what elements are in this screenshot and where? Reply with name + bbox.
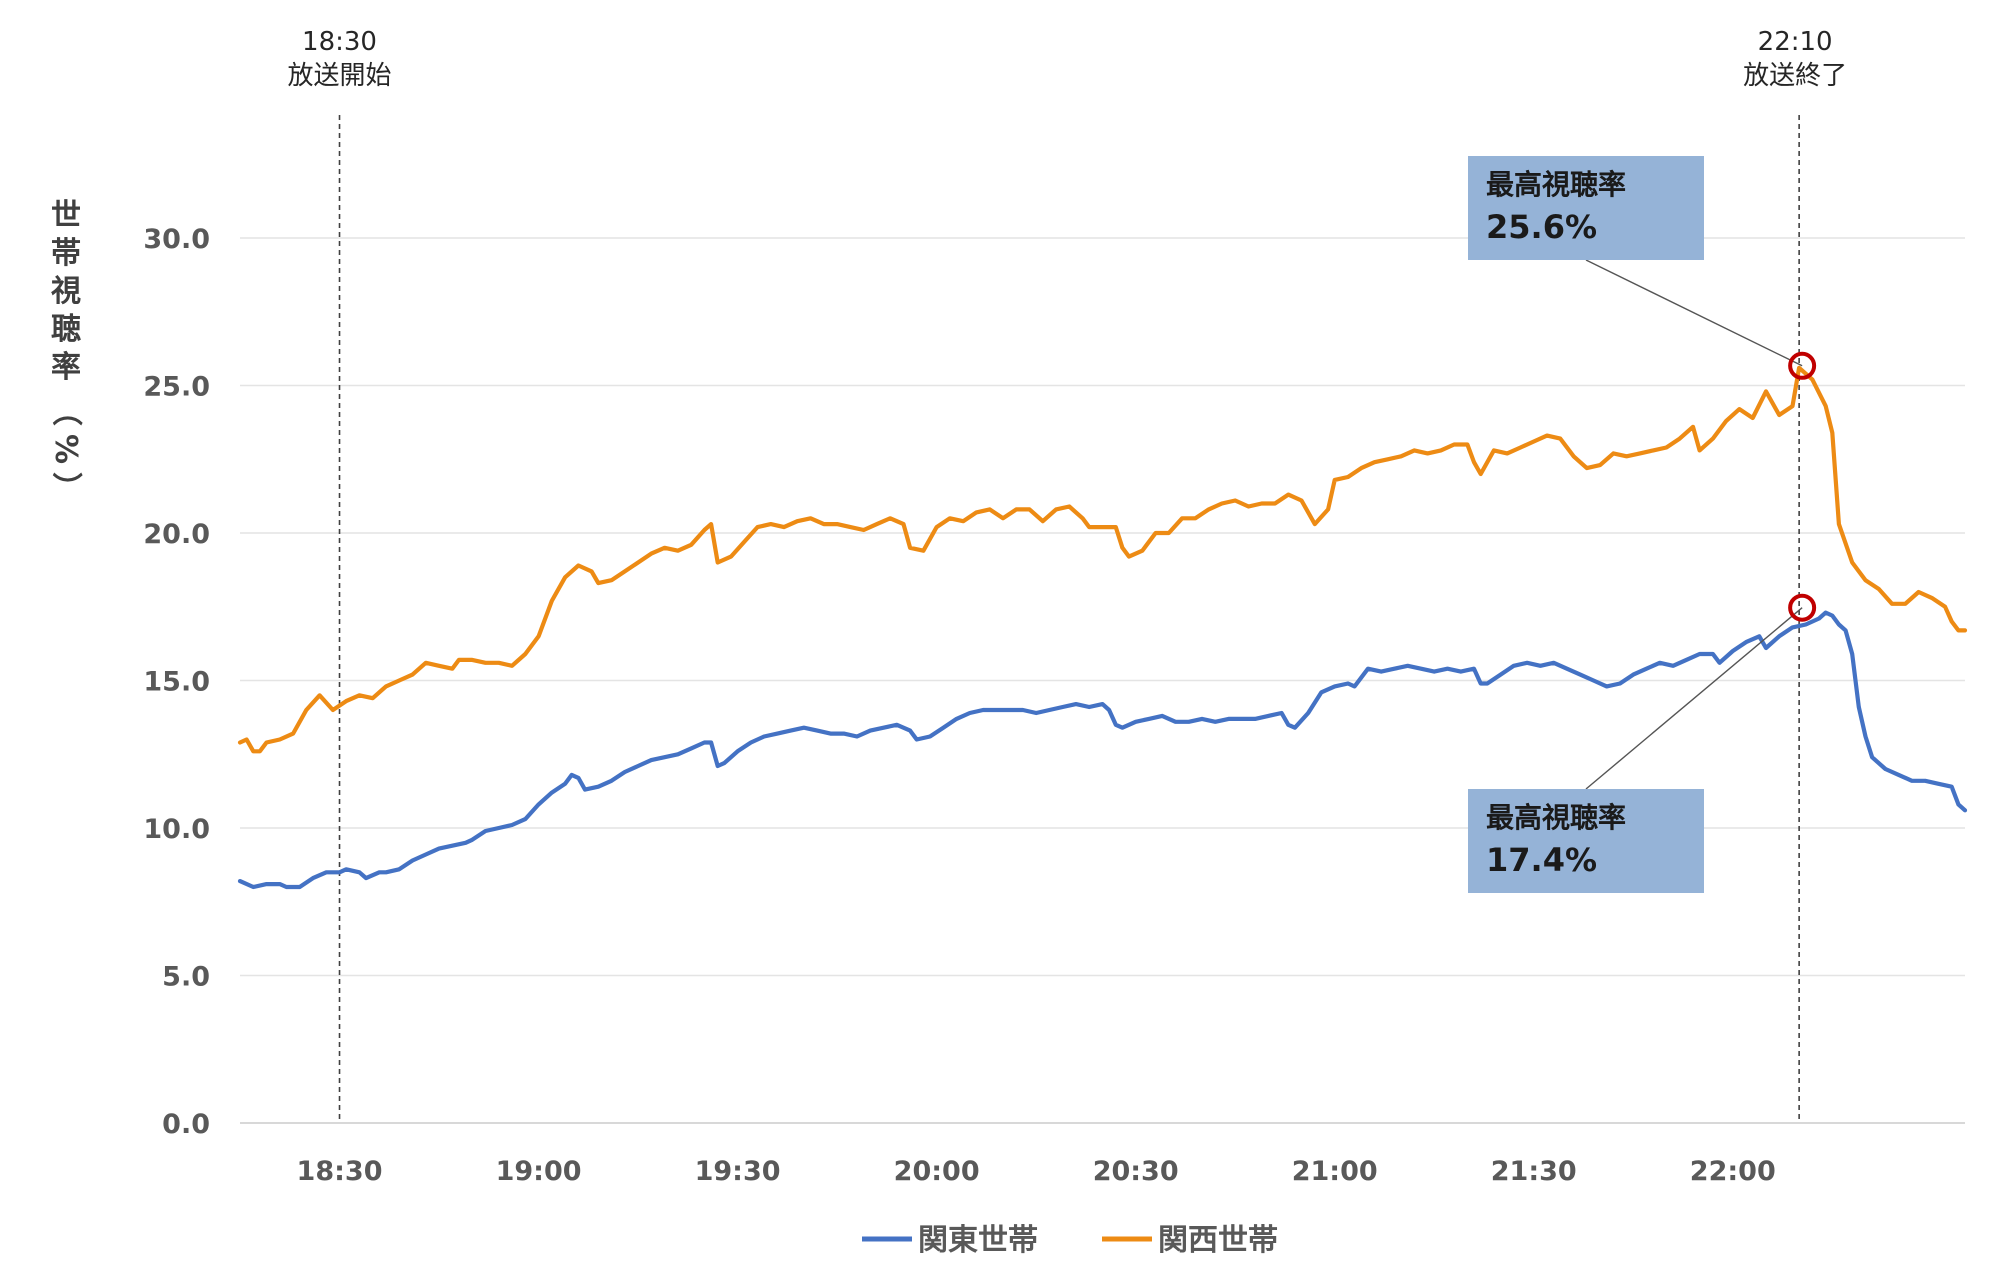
- x-tick-label: 21:00: [1292, 1156, 1378, 1187]
- x-tick-label: 19:00: [496, 1156, 582, 1187]
- marker-time-label: 18:30: [302, 27, 377, 57]
- callout-value: 17.4%: [1486, 841, 1597, 879]
- y-axis-label-char: 帯: [51, 236, 81, 271]
- legend-label: 関西世帯: [1158, 1223, 1278, 1258]
- x-tick-label: 18:30: [297, 1156, 383, 1187]
- callout-box: [1468, 789, 1704, 893]
- callout-leader: [1585, 607, 1803, 790]
- x-tick-label: 20:00: [894, 1156, 980, 1187]
- y-axis-label-char: ）: [48, 472, 83, 502]
- y-axis-label-char: 率: [51, 350, 81, 385]
- y-tick-label: 15.0: [143, 667, 210, 698]
- x-tick-label: 20:30: [1093, 1156, 1179, 1187]
- callout-leader: [1585, 259, 1803, 367]
- peak-circle: [1788, 351, 1817, 380]
- y-axis-label-char: 世: [51, 198, 81, 233]
- y-tick-label: 5.0: [162, 962, 210, 993]
- series-line-kanto: [237, 610, 1968, 890]
- y-axis-label-char: %: [48, 434, 83, 464]
- series-lines: [237, 365, 1968, 890]
- gridlines: [240, 237, 1965, 1124]
- y-tick-label: 25.0: [143, 372, 210, 403]
- peak-circle: [1788, 593, 1817, 622]
- callout-box: [1468, 156, 1704, 260]
- y-tick-label: 10.0: [143, 814, 210, 845]
- y-tick-label: 30.0: [143, 224, 210, 255]
- y-axis-label-char: 聴: [51, 312, 81, 347]
- callout-title: 最高視聴率: [1486, 801, 1626, 834]
- y-tick-label: 20.0: [143, 519, 210, 550]
- peak-callouts: 最高視聴率 25.6% 最高視聴率 17.4%: [1468, 156, 1817, 893]
- marker-time-label: 22:10: [1758, 27, 1833, 57]
- y-axis-label-char: （: [48, 396, 83, 426]
- axes: 0.0 5.0 10.0 15.0 20.0 25.0 30.0 18:30 19:00 19:3…: [143, 224, 1965, 1187]
- series-line-kansai: [237, 365, 1968, 754]
- legend-label: 関東世帯: [918, 1223, 1038, 1258]
- marker-label: 放送終了: [1743, 61, 1847, 91]
- y-axis-label-char: 視: [51, 274, 81, 309]
- callout-value: 25.6%: [1486, 208, 1597, 246]
- legend: 関東世帯 関西世帯: [862, 1223, 1278, 1258]
- x-tick-label: 21:30: [1491, 1156, 1577, 1187]
- x-tick-label: 22:00: [1690, 1156, 1776, 1187]
- callout-title: 最高視聴率: [1486, 168, 1626, 201]
- y-tick-label: 0.0: [162, 1109, 210, 1140]
- x-tick-label: 19:30: [695, 1156, 781, 1187]
- marker-label: 放送開始: [288, 61, 392, 91]
